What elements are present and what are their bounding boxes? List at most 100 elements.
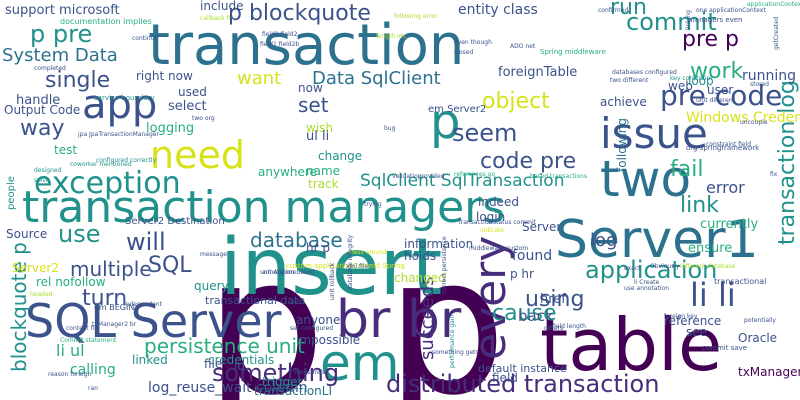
word-ran: ran — [88, 385, 98, 392]
word-transaction: transaction — [148, 13, 464, 78]
word-based-transactions: based transactions — [530, 173, 587, 180]
word-wish: wish — [306, 121, 333, 135]
word-linked: linked — [132, 353, 168, 367]
word-thousands: thousands — [294, 369, 325, 376]
word-fail: fail — [670, 157, 703, 182]
word-database: database — [250, 228, 343, 252]
word-use-annotation: use annotation — [624, 285, 669, 292]
word-transactionstatus-commit: TransactionStatus commit — [457, 219, 537, 226]
word-jpa-jpatransactionmanager: jpa JpaTransactionManager — [77, 131, 159, 138]
word-found: found — [512, 248, 552, 264]
word-field-length: field length — [552, 323, 586, 330]
word-application: application — [585, 256, 717, 284]
word-annotation-based: annotation based — [262, 269, 315, 276]
word-li-li: li li — [690, 276, 736, 314]
word-configured-correctly: configured correctly — [96, 157, 157, 164]
word-cause: cause — [492, 301, 557, 326]
word-exception: exception — [34, 166, 181, 201]
word-impossible: impossible — [296, 333, 360, 347]
word-constraint-field: constraint field — [706, 141, 751, 148]
word-server2-destination: Server2 Destination — [125, 216, 225, 227]
word-transactional-data: transactional data — [205, 294, 305, 307]
word-callback-fi: callback fi — [200, 15, 230, 22]
word-coworker-mentioned: coworker mentioned — [70, 161, 132, 168]
word-code-pre: code pre — [480, 149, 576, 174]
word-achieve: achieve — [600, 95, 647, 109]
word-context-file: context file — [66, 325, 100, 332]
word-database-integrity: database integrity — [347, 234, 354, 290]
word-need: need — [150, 133, 245, 177]
word-see: see — [686, 325, 707, 339]
word-unit-different: unit different — [696, 97, 736, 104]
word-calling: calling — [70, 362, 116, 378]
word-app: app — [82, 82, 157, 128]
word-using: using — [525, 287, 584, 312]
word-web: web — [668, 79, 693, 93]
word-track: track — [308, 177, 339, 191]
word-correct-persistence: correct persistence — [441, 236, 448, 294]
word-href: href — [540, 292, 566, 307]
word-succeeds: succeeds — [417, 276, 438, 360]
word-login: login — [476, 210, 505, 224]
word-test: test — [54, 143, 77, 157]
word-txmanager1: txManager1 — [738, 365, 800, 379]
word-ado-net: ADO net — [510, 43, 536, 50]
word-independent: independent — [124, 301, 163, 308]
word-sql-server: SQL Server — [25, 294, 282, 348]
word-user: user — [707, 83, 733, 97]
word-managers-even: managers even — [688, 16, 743, 24]
word-server: Server — [522, 220, 561, 234]
word-credentials: credentials — [208, 353, 274, 367]
word-closed: closed — [454, 49, 473, 56]
word-pre-code: pre code — [660, 79, 782, 112]
word-documentation-implies: documentation implies — [60, 17, 152, 26]
word-message: message — [200, 251, 227, 258]
word-mess-around: mess around — [348, 249, 387, 256]
word-reason-foreign: reason foreign — [48, 371, 91, 378]
word-now: now — [298, 81, 323, 95]
word-references-go: references go — [454, 171, 495, 178]
word-currently: currently — [700, 217, 759, 232]
word-include: include — [200, 0, 243, 13]
word-designed: designed — [34, 167, 62, 174]
word-running: running — [742, 68, 796, 84]
word-persistence-unit: persistence unit — [144, 334, 305, 358]
word-issue: issue — [600, 109, 708, 158]
word-field1-field2: field1 field2 — [262, 31, 298, 38]
word-trying: trying — [364, 201, 382, 208]
word-anyone: anyone — [296, 313, 340, 327]
word-work: work — [690, 59, 743, 84]
word-performance-gain: performance gain — [449, 315, 456, 368]
word-length-etc: length etc — [376, 33, 406, 40]
word-p-p: p p — [205, 216, 507, 400]
word-p: p — [430, 94, 460, 150]
word-run: run — [610, 0, 647, 20]
word-handle: handle — [16, 93, 60, 108]
word-will: will — [126, 228, 166, 256]
word-use: use — [58, 220, 100, 248]
word-databases-configured: databases configured — [612, 69, 677, 76]
word-output-code: Output Code — [4, 103, 80, 117]
word-something-gets: something gets — [432, 349, 479, 356]
word-select: select — [168, 99, 207, 114]
word-transactional: transactional — [714, 277, 766, 286]
word-act: act — [290, 299, 300, 306]
word-bug: bug — [384, 125, 396, 132]
word-xml-file: xml file — [346, 263, 368, 270]
word-validation: validation — [392, 173, 422, 180]
word-uncouple: uncouple — [740, 119, 768, 126]
word-linking: linking — [685, 10, 692, 30]
word-others: others — [544, 325, 563, 332]
word-holds: holds — [404, 249, 436, 263]
word-logging: logging — [146, 121, 194, 136]
word-em: em — [320, 334, 399, 392]
word-commit-save: commit save — [702, 344, 747, 352]
word-single: single — [45, 68, 110, 93]
word-people: people — [6, 176, 17, 210]
word-potentially: potentially — [744, 317, 776, 324]
word-getcreated: getCreated — [773, 16, 780, 50]
word-changed: changed — [394, 271, 446, 285]
word-two: two — [600, 150, 691, 208]
word-insert: insert — [220, 223, 442, 313]
word-oracle: Oracle — [738, 331, 777, 345]
